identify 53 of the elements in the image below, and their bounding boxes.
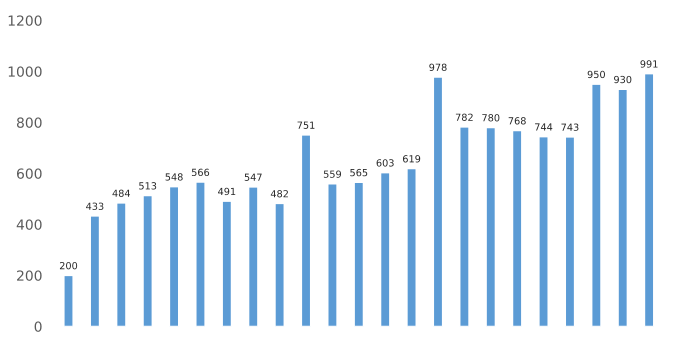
bar bbox=[380, 172, 391, 326]
data-label: 619 bbox=[402, 155, 420, 163]
bar bbox=[432, 76, 444, 326]
y-tick-label: 600 bbox=[16, 168, 42, 179]
bar bbox=[327, 183, 338, 326]
data-label: 950 bbox=[588, 70, 605, 78]
bar bbox=[485, 126, 496, 326]
bar bbox=[459, 126, 470, 326]
data-label: 744 bbox=[535, 123, 552, 130]
bar bbox=[644, 73, 654, 326]
data-label: 782 bbox=[456, 114, 473, 121]
data-label: 565 bbox=[350, 168, 368, 176]
data-label: 484 bbox=[112, 190, 130, 197]
bar bbox=[116, 202, 127, 326]
y-tick-label: 1200 bbox=[8, 15, 42, 26]
y-tick-label: 1000 bbox=[8, 66, 42, 77]
bar bbox=[248, 186, 259, 326]
y-tick-label: 200 bbox=[17, 270, 42, 281]
y-tick-label: 0 bbox=[34, 321, 42, 332]
bar bbox=[406, 168, 417, 326]
bar bbox=[195, 181, 206, 326]
bar bbox=[591, 83, 602, 326]
bar bbox=[564, 136, 576, 326]
bar bbox=[168, 186, 180, 326]
data-label: 559 bbox=[324, 170, 342, 178]
data-label: 200 bbox=[60, 262, 78, 270]
bar bbox=[538, 136, 549, 326]
data-label: 978 bbox=[429, 64, 447, 71]
data-label: 751 bbox=[298, 122, 314, 129]
data-label: 482 bbox=[270, 190, 288, 198]
bar bbox=[90, 215, 100, 326]
data-label: 491 bbox=[218, 188, 236, 196]
bar bbox=[222, 200, 232, 326]
y-tick-label: 400 bbox=[16, 219, 42, 230]
bar bbox=[353, 182, 364, 326]
y-tick-label: 800 bbox=[16, 117, 42, 128]
data-label: 566 bbox=[192, 168, 210, 176]
data-label: 548 bbox=[166, 173, 183, 181]
bar bbox=[274, 202, 285, 326]
data-label: 513 bbox=[139, 182, 156, 190]
bar bbox=[63, 274, 74, 326]
data-label: 780 bbox=[482, 114, 500, 122]
data-label: 433 bbox=[86, 202, 104, 210]
bar bbox=[142, 194, 153, 326]
data-label: 768 bbox=[508, 117, 526, 125]
data-label: 603 bbox=[376, 159, 394, 167]
bar bbox=[512, 130, 522, 326]
data-label: 547 bbox=[244, 174, 262, 181]
bar bbox=[617, 88, 628, 326]
data-label: 743 bbox=[561, 124, 578, 131]
data-label: 991 bbox=[640, 60, 658, 68]
bar bbox=[300, 134, 312, 326]
data-label: 930 bbox=[614, 76, 632, 84]
